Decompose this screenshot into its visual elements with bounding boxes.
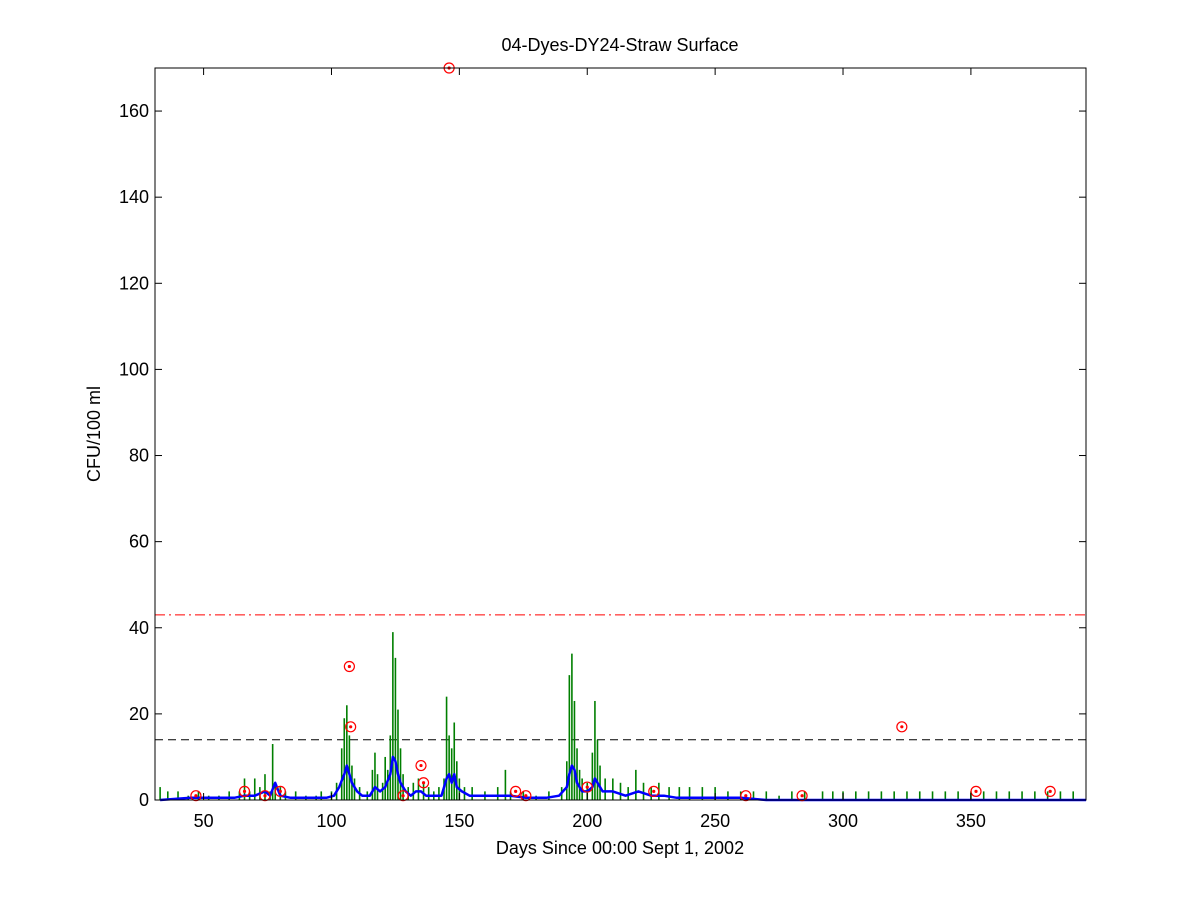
x-tick-label: 100 [316,811,346,831]
red-circle-marker [238,785,251,797]
red-marker-ring [415,759,427,772]
red-marker-ring [190,790,202,802]
y-tick-label: 100 [119,359,149,379]
plot-data-layer [155,62,1086,802]
red-marker-ring [581,781,593,793]
red-circle-marker [259,790,271,802]
blue-series-line [160,755,1086,802]
red-marker-dot [194,794,198,798]
y-tick-label: 80 [129,446,149,466]
red-marker-dot [242,789,247,793]
red-marker-ring [1044,785,1056,797]
red-marker-dot [800,794,804,798]
red-marker-ring [274,785,286,797]
red-marker-dot [585,785,589,789]
red-marker-ring [259,790,271,802]
red-circle-marker [417,777,430,789]
red-circle-marker [190,790,202,802]
red-circle-marker [520,790,532,802]
x-tick-label: 350 [956,811,986,831]
red-marker-dot [652,789,656,793]
y-axis-label: CFU/100 ml [84,386,104,482]
red-marker-dot [1048,789,1052,793]
red-marker-ring [345,721,357,733]
red-marker-ring [238,785,251,797]
red-marker-dot [900,725,904,729]
red-marker-dot [263,794,267,798]
x-tick-label: 300 [828,811,858,831]
plot-area-frame [154,67,1087,801]
red-marker-ring [397,790,409,802]
red-marker-dot [347,664,351,669]
red-circle-marker [397,790,409,802]
red-marker-dot [744,794,748,798]
red-marker-dot [401,794,405,798]
y-tick-label: 140 [119,187,149,207]
red-circle-marker [581,781,593,793]
y-tick-label: 120 [119,273,149,293]
red-circle-marker [796,790,808,802]
red-marker-ring [648,785,660,797]
red-circle-marker [343,660,355,673]
red-circle-marker [415,759,427,772]
red-marker-dot [278,789,282,793]
red-marker-dot [421,781,426,785]
x-tick-label: 50 [194,811,214,831]
red-circle-marker [345,721,357,733]
red-marker-dot [419,763,423,768]
red-marker-ring [970,785,982,797]
y-tick-label: 40 [129,618,149,638]
x-tick-label: 200 [572,811,602,831]
red-circle-marker [648,785,660,797]
red-marker-dot [524,794,528,798]
x-tick-label: 150 [444,811,474,831]
red-marker-dot [514,789,518,793]
y-tick-label: 0 [139,790,149,810]
y-tick-label: 60 [129,532,149,552]
red-circle-marker [740,790,752,802]
red-marker-dot [974,789,978,793]
y-tick-label: 20 [129,704,149,724]
chart-title: 04-Dyes-DY24-Straw Surface [501,35,738,55]
red-marker-ring [510,785,522,797]
red-circle-marker [510,785,522,797]
red-marker-ring [343,660,355,673]
red-circle-marker [896,721,908,733]
red-circle-marker [1044,785,1056,797]
red-marker-ring [740,790,752,802]
red-circle-marker [274,785,286,797]
red-marker-ring [417,777,430,789]
x-axis-label: Days Since 00:00 Sept 1, 2002 [496,838,744,858]
red-circle-marker [970,785,982,797]
red-marker-ring [796,790,808,802]
y-tick-label: 160 [119,101,149,121]
x-tick-label: 250 [700,811,730,831]
red-marker-ring [896,721,908,733]
red-marker-dot [349,725,353,729]
axis-ticks-layer: 50 100 150 200 250 300 350 0 20 40 60 80 100 120 140 16… [119,68,1086,831]
red-marker-ring [520,790,532,802]
